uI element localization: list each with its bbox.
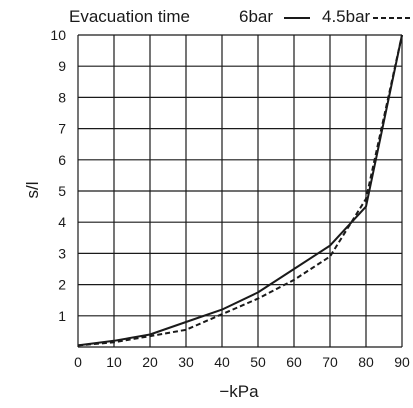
y-tick-label: 8 [58, 89, 66, 105]
y-tick-label: 2 [58, 277, 66, 293]
y-tick-label: 6 [58, 152, 66, 168]
y-tick-label: 3 [58, 245, 66, 261]
x-tick-label: 70 [322, 354, 338, 370]
legend-swatch-4-5bar [373, 17, 411, 19]
y-tick-label: 1 [58, 308, 66, 324]
x-tick-label: 80 [358, 354, 374, 370]
tick-labels: 0 10 20 30 40 50 60 70 80 90 1 2 3 4 5 6 7 8 9 10 [50, 27, 410, 370]
legend-label-4-5bar: 4.5bar [322, 7, 371, 26]
x-tick-label: 90 [394, 354, 410, 370]
y-axis-label: s/l [23, 182, 42, 199]
chart-title: Evacuation time [69, 7, 190, 26]
x-axis-label: −kPa [219, 382, 259, 401]
y-tick-label: 5 [58, 183, 66, 199]
grid [77, 34, 403, 348]
x-tick-label: 60 [286, 354, 302, 370]
x-tick-label: 30 [178, 354, 194, 370]
x-tick-label: 10 [106, 354, 122, 370]
series-line-4-5bar [77, 34, 403, 347]
x-tick-label: 20 [142, 354, 158, 370]
legend-swatch-6bar [284, 17, 310, 19]
legend-label-6bar: 6bar [239, 7, 274, 26]
series-line-6bar [77, 34, 403, 347]
x-tick-label: 0 [74, 354, 82, 370]
y-tick-label: 9 [58, 58, 66, 74]
x-tick-label: 40 [214, 354, 230, 370]
series-layer [77, 34, 403, 347]
y-tick-label: 10 [50, 27, 66, 43]
x-tick-label: 50 [250, 354, 266, 370]
y-tick-label: 7 [58, 121, 66, 137]
y-tick-label: 4 [58, 214, 66, 230]
